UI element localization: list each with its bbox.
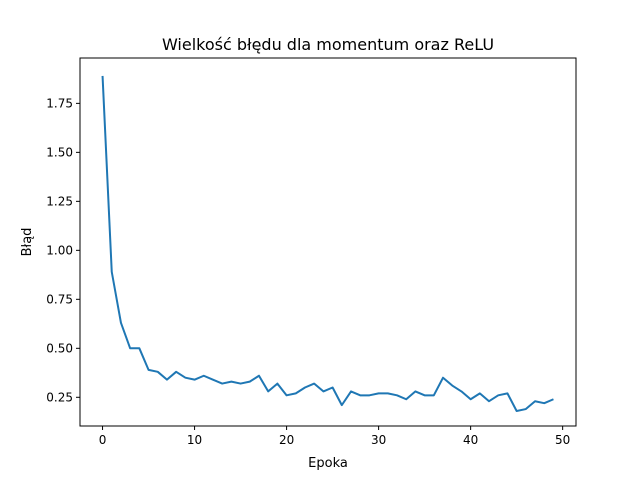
y-tick-label: 0.50 (46, 341, 73, 355)
x-tick-label: 30 (371, 433, 386, 447)
x-axis-label: Epoka (308, 456, 348, 471)
x-tick-label: 40 (463, 433, 478, 447)
x-tick-label: 50 (555, 433, 570, 447)
chart-title: Wielkość błędu dla momentum oraz ReLU (162, 35, 494, 54)
x-tick-label: 10 (187, 433, 202, 447)
y-tick-label: 1.00 (46, 243, 73, 257)
y-tick-label: 0.75 (46, 292, 73, 306)
y-tick-label: 1.50 (46, 145, 73, 159)
y-axis-label: Błąd (20, 228, 35, 257)
x-tick-label: 0 (99, 433, 107, 447)
y-tick-label: 1.25 (46, 194, 73, 208)
x-tick-label: 20 (279, 433, 294, 447)
series-line-0 (101, 75, 554, 413)
plot-frame (79, 57, 577, 427)
y-tick-label: 0.25 (46, 390, 73, 404)
y-tick-label: 1.75 (46, 96, 73, 110)
